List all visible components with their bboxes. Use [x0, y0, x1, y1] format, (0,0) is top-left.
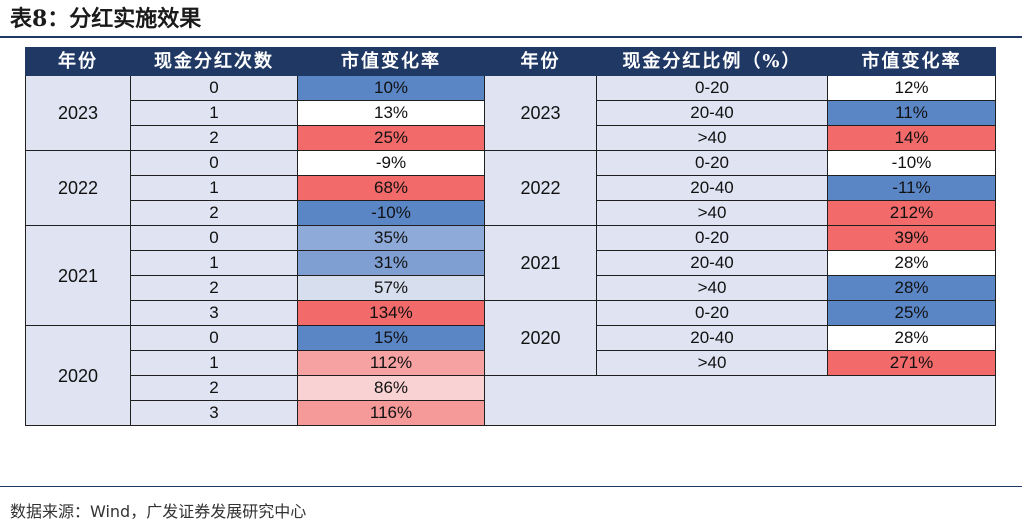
right-rate-cell: 28%: [827, 250, 996, 276]
right-year-cell: 2020: [484, 300, 597, 376]
left-count-cell: 2: [130, 125, 298, 151]
table-row: 2 86%: [26, 375, 996, 426]
right-year-cell: 2021: [484, 225, 597, 301]
right-ratio-cell: >40: [596, 125, 828, 151]
right-ratio-cell: 20-40: [596, 325, 828, 351]
table-title: 表8：分红实施效果: [10, 6, 202, 32]
table-row: 2 -10% >40 212%: [26, 200, 996, 226]
right-rate-cell: 271%: [827, 350, 996, 376]
table-row: 2 25% >40 14%: [26, 125, 996, 151]
header-right-rate: 市值变化率: [827, 47, 996, 76]
right-rate-cell: 11%: [827, 100, 996, 126]
table-row: 3 134% 2020 0-20 25%: [26, 300, 996, 376]
right-ratio-cell: 0-20: [596, 150, 828, 176]
right-ratio-cell: >40: [596, 275, 828, 301]
left-count-cell: 2: [130, 200, 298, 226]
left-year-cell: 2020: [25, 325, 131, 426]
left-count-cell: 3: [130, 400, 298, 426]
top-rule: [0, 36, 1022, 38]
right-year-cell: 2023: [484, 75, 597, 151]
left-rate-cell: 31%: [297, 250, 485, 276]
right-ratio-cell: 0-20: [596, 75, 828, 101]
table-row: 2 57% >40 28%: [26, 275, 996, 301]
left-count-cell: 1: [130, 350, 298, 376]
source-note: 数据来源：Wind，广发证券发展研究中心: [10, 502, 307, 521]
left-rate-cell: 68%: [297, 175, 485, 201]
left-count-cell: 3: [130, 300, 298, 326]
left-rate-cell: 10%: [297, 75, 485, 101]
left-rate-cell: 116%: [297, 400, 485, 426]
left-count-cell: 0: [130, 325, 298, 351]
right-rate-cell: 25%: [827, 300, 996, 326]
left-year-cell: 2022: [25, 150, 131, 226]
table-row: 2023 0 10% 2023 0-20 12%: [25, 75, 996, 151]
left-year-cell: 2023: [25, 75, 131, 151]
table-row: 2022 0 -9% 2022 0-20 -10%: [25, 150, 996, 226]
left-count-cell: 1: [130, 100, 298, 126]
header-row: 年份 现金分红次数 市值变化率 年份 现金分红比例（%） 市值变化率: [25, 47, 996, 76]
left-rate-cell: 13%: [297, 100, 485, 126]
left-rate-cell: 15%: [297, 325, 485, 351]
table-row: 1 13% 20-40 11%: [26, 100, 996, 126]
right-rate-cell: 39%: [827, 225, 996, 251]
table-row: 2020 0 15% 20-40 28%: [25, 325, 996, 426]
left-rate-cell: 25%: [297, 125, 485, 151]
dividend-effect-table: 年份 现金分红次数 市值变化率 年份 现金分红比例（%） 市值变化率 2023 …: [25, 47, 996, 426]
left-rate-cell: 57%: [297, 275, 485, 301]
table-row: 1 68% 20-40 -11%: [26, 175, 996, 201]
left-count-cell: 0: [130, 150, 298, 176]
right-rate-cell: 28%: [827, 275, 996, 301]
left-year-cell: 2021: [25, 225, 131, 326]
right-rate-cell: 12%: [827, 75, 996, 101]
right-ratio-cell: 20-40: [596, 175, 828, 201]
left-count-cell: 1: [130, 175, 298, 201]
left-rate-cell: -10%: [297, 200, 485, 226]
header-left-rate: 市值变化率: [297, 47, 485, 76]
right-year-cell: 2022: [484, 150, 597, 226]
right-ratio-cell: >40: [596, 200, 828, 226]
table-row: 3 116%: [26, 400, 996, 426]
left-count-cell: 2: [130, 375, 298, 401]
left-rate-cell: 134%: [297, 300, 485, 326]
table-row: 1 112% >40 271%: [26, 350, 996, 376]
left-rate-cell: -9%: [297, 150, 485, 176]
right-ratio-cell: 0-20: [596, 300, 828, 326]
right-rate-cell: 28%: [827, 325, 996, 351]
left-count-cell: 1: [130, 250, 298, 276]
left-rate-cell: 35%: [297, 225, 485, 251]
right-ratio-cell: 20-40: [596, 100, 828, 126]
left-count-cell: 2: [130, 275, 298, 301]
header-right-ratio: 现金分红比例（%）: [596, 47, 828, 76]
bottom-rule: [0, 486, 1022, 487]
table-row: 1 31% 20-40 28%: [26, 250, 996, 276]
right-rate-cell: -11%: [827, 175, 996, 201]
header-left-year: 年份: [25, 47, 131, 76]
left-rate-cell: 112%: [297, 350, 485, 376]
header-right-year: 年份: [484, 47, 597, 76]
right-ratio-cell: >40: [596, 350, 828, 376]
left-count-cell: 0: [130, 225, 298, 251]
empty-filler-cell: [484, 375, 996, 426]
right-ratio-cell: 0-20: [596, 225, 828, 251]
table-row: 2021 0 35% 2021 0-20 39%: [25, 225, 996, 326]
right-rate-cell: 212%: [827, 200, 996, 226]
right-ratio-cell: 20-40: [596, 250, 828, 276]
right-rate-cell: -10%: [827, 150, 996, 176]
left-rate-cell: 86%: [297, 375, 485, 401]
right-rate-cell: 14%: [827, 125, 996, 151]
left-count-cell: 0: [130, 75, 298, 101]
header-left-count: 现金分红次数: [130, 47, 298, 76]
